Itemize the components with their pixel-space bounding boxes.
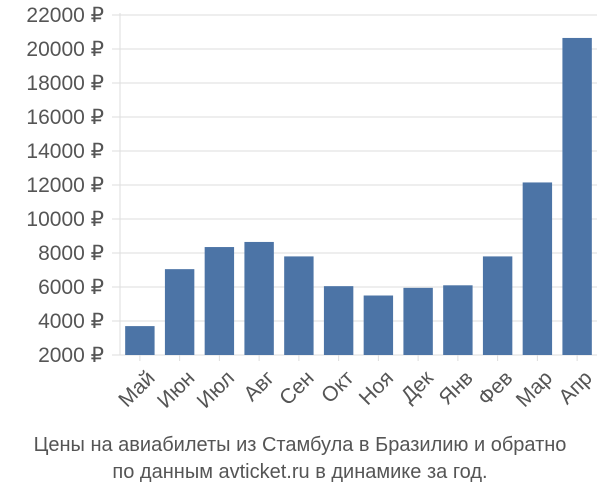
y-tick-label: 20000 ₽ <box>26 38 104 61</box>
bar-10 <box>482 256 513 355</box>
bar-7 <box>363 295 394 355</box>
bars <box>125 37 592 355</box>
bar-3 <box>204 247 235 355</box>
x-tick-label: Июл <box>193 366 239 412</box>
y-tick-label: 8000 ₽ <box>38 242 104 265</box>
y-axis-ticks: 2000 ₽ 4000 ₽ 6000 ₽ 8000 ₽ 10000 ₽ 12000 ₽ 14… <box>26 4 104 367</box>
y-tick-label: 14000 ₽ <box>26 140 104 163</box>
bar-12 <box>562 37 592 355</box>
x-tick-label: Янв <box>435 366 478 409</box>
bar-6 <box>323 286 354 355</box>
y-tick-label: 2000 ₽ <box>38 344 104 367</box>
chart-caption-line-2: по данным avticket.ru в динамике за год. <box>112 461 488 483</box>
bar-5 <box>284 256 314 355</box>
y-tick-label: 4000 ₽ <box>38 310 104 333</box>
y-tick-label: 6000 ₽ <box>38 276 104 299</box>
bar-11 <box>522 182 553 355</box>
bar-2 <box>164 269 195 355</box>
x-tick-label: Май <box>114 366 159 411</box>
x-tick-label: Фев <box>474 366 518 410</box>
y-tick-label: 12000 ₽ <box>26 174 104 197</box>
x-tick-label: Апр <box>554 366 596 408</box>
bar-1 <box>125 326 155 355</box>
y-tick-label: 22000 ₽ <box>26 4 104 27</box>
bar-4 <box>244 241 274 355</box>
x-tick-label: Сен <box>275 366 318 409</box>
y-tick-label: 16000 ₽ <box>26 106 104 129</box>
x-tick-label: Июн <box>153 366 199 412</box>
bar-9 <box>443 285 473 355</box>
x-tick-label: Мар <box>512 366 557 411</box>
x-tick-label: Дек <box>397 366 439 408</box>
bar-8 <box>403 287 433 355</box>
y-tick-label: 10000 ₽ <box>26 208 104 231</box>
x-tick-label: Ноя <box>355 366 398 409</box>
x-tick-label: Авг <box>239 366 279 406</box>
chart-caption-line-1: Цены на авиабилеты из Стамбула в Бразили… <box>33 434 567 456</box>
bar-chart: 2000 ₽ 4000 ₽ 6000 ₽ 8000 ₽ 10000 ₽ 12000 ₽ 14… <box>26 4 597 413</box>
x-tick-label: Окт <box>317 366 359 408</box>
y-tick-label: 18000 ₽ <box>26 72 104 95</box>
